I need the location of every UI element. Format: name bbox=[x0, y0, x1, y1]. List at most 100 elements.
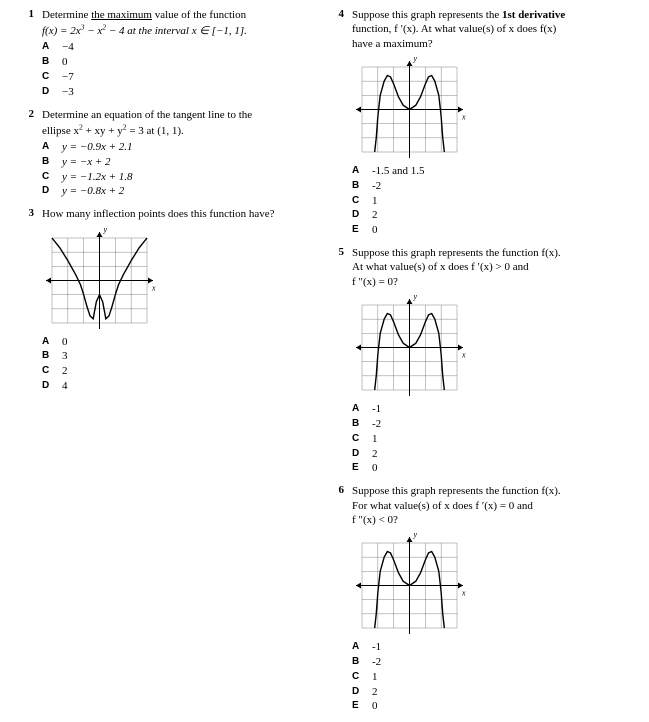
q5-E: 0 bbox=[372, 461, 378, 476]
page-columns: 1 Determine the maximum value of the fun… bbox=[20, 8, 629, 722]
svg-text:x: x bbox=[151, 283, 156, 292]
svg-text:y: y bbox=[103, 228, 108, 234]
q4-graph: xy bbox=[352, 57, 630, 162]
q5-number: 5 bbox=[330, 246, 344, 258]
q1-A-letter: A bbox=[42, 40, 52, 55]
q2-B-letter: B bbox=[42, 155, 52, 170]
q6-number: 6 bbox=[330, 484, 344, 496]
q6-D-letter: D bbox=[352, 685, 362, 700]
q1-underlined: the maximum bbox=[91, 9, 152, 21]
q4-text: Suppose this graph represents the 1st de… bbox=[352, 8, 630, 51]
q1-D-letter: D bbox=[42, 85, 52, 100]
q5-D-letter: D bbox=[352, 447, 362, 462]
q3-C-letter: C bbox=[42, 364, 52, 379]
svg-text:y: y bbox=[413, 533, 418, 539]
q6-line2: For what value(s) of x does f ′(x) = 0 a… bbox=[352, 500, 533, 512]
svg-text:y: y bbox=[413, 57, 418, 63]
q2-D-letter: D bbox=[42, 184, 52, 199]
q4-line3: have a maximum? bbox=[352, 38, 433, 50]
q2-text: Determine an equation of the tangent lin… bbox=[42, 108, 310, 138]
question-4: 4 Suppose this graph represents the 1st … bbox=[330, 8, 630, 238]
q3-graph: xy bbox=[42, 228, 310, 333]
q1-text: Determine the maximum value of the funct… bbox=[42, 8, 310, 38]
q1-B-letter: B bbox=[42, 55, 52, 70]
q5-B: -2 bbox=[372, 417, 381, 432]
q4-number: 4 bbox=[330, 8, 344, 20]
q2-C-letter: C bbox=[42, 170, 52, 185]
q4-E: 0 bbox=[372, 223, 378, 238]
question-5: 5 Suppose this graph represents the func… bbox=[330, 246, 630, 476]
q2-line1: Determine an equation of the tangent lin… bbox=[42, 109, 252, 121]
q4-E-letter: E bbox=[352, 223, 362, 238]
q1-post: value of the function bbox=[152, 9, 246, 21]
q5-choices: A -1 B -2 C1 D2 E0 bbox=[352, 402, 630, 476]
q3-A: 0 bbox=[62, 335, 68, 350]
svg-text:x: x bbox=[461, 112, 466, 121]
q6-B-letter: B bbox=[352, 655, 362, 670]
q5-E-letter: E bbox=[352, 461, 362, 476]
q5-B-letter: B bbox=[352, 417, 362, 432]
q3-B: 3 bbox=[62, 349, 68, 364]
graph-svg-q6: xy bbox=[352, 533, 467, 638]
q1-func-a: f(x) = 2x3 − x2 − 4 at the interval x ∈ … bbox=[42, 25, 247, 37]
q5-line3: f ″(x) = 0? bbox=[352, 276, 398, 288]
svg-text:x: x bbox=[461, 351, 466, 360]
q6-D: 2 bbox=[372, 685, 378, 700]
q5-D: 2 bbox=[372, 447, 378, 462]
q4-C-letter: C bbox=[352, 194, 362, 209]
q4-C: 1 bbox=[372, 194, 378, 209]
q1-B: 0 bbox=[62, 55, 68, 70]
graph-svg-q4: xy bbox=[352, 57, 467, 162]
question-1: 1 Determine the maximum value of the fun… bbox=[20, 8, 310, 100]
q1-C: −7 bbox=[62, 70, 74, 85]
question-3: 3 How many inflection points does this f… bbox=[20, 207, 310, 394]
q4-line2: function, f ′(x). At what value(s) of x … bbox=[352, 23, 556, 35]
q2-D: y = −0.8x + 2 bbox=[62, 184, 124, 199]
left-column: 1 Determine the maximum value of the fun… bbox=[20, 8, 310, 722]
q5-C: 1 bbox=[372, 432, 378, 447]
q4-A: -1.5 and 1.5 bbox=[372, 164, 425, 179]
q4-choices: A-1.5 and 1.5 B-2 C1 D2 E0 bbox=[352, 164, 630, 238]
q1-choices: A−4 B0 C−7 D−3 bbox=[42, 40, 310, 99]
q4-pre: Suppose this graph represents the bbox=[352, 9, 502, 21]
q3-text: How many inflection points does this fun… bbox=[42, 207, 310, 221]
q2-C: y = −1.2x + 1.8 bbox=[62, 170, 133, 185]
q5-C-letter: C bbox=[352, 432, 362, 447]
q2-choices: Ay = −0.9x + 2.1 By = −x + 2 Cy = −1.2x … bbox=[42, 140, 310, 199]
q3-D: 4 bbox=[62, 379, 68, 394]
q3-B-letter: B bbox=[42, 349, 52, 364]
q3-D-letter: D bbox=[42, 379, 52, 394]
svg-text:y: y bbox=[413, 295, 418, 301]
q6-A: -1 bbox=[372, 640, 381, 655]
q5-graph: xy bbox=[352, 295, 630, 400]
q1-A: −4 bbox=[62, 40, 74, 55]
q4-bold: 1st derivative bbox=[502, 9, 565, 21]
q2-line2: ellipse x2 + xy + y2 = 3 at (1, 1). bbox=[42, 125, 184, 137]
q6-E: 0 bbox=[372, 699, 378, 714]
q5-A-letter: A bbox=[352, 402, 362, 417]
q6-choices: A-1 B-2 C1 D2 E0 bbox=[352, 640, 630, 714]
q4-B: -2 bbox=[372, 179, 381, 194]
q2-A: y = −0.9x + 2.1 bbox=[62, 140, 133, 155]
graph-svg-q3: xy bbox=[42, 228, 157, 333]
q6-A-letter: A bbox=[352, 640, 362, 655]
q6-line3: f ″(x) < 0? bbox=[352, 514, 398, 526]
q6-line1: Suppose this graph represents the functi… bbox=[352, 485, 561, 497]
q5-line1: Suppose this graph represents the functi… bbox=[352, 247, 561, 259]
q6-text: Suppose this graph represents the functi… bbox=[352, 484, 630, 527]
right-column: 4 Suppose this graph represents the 1st … bbox=[330, 8, 630, 722]
q2-A-letter: A bbox=[42, 140, 52, 155]
q1-number: 1 bbox=[20, 8, 34, 20]
q6-E-letter: E bbox=[352, 699, 362, 714]
graph-svg-q5: xy bbox=[352, 295, 467, 400]
q5-A: -1 bbox=[372, 402, 381, 417]
q3-number: 3 bbox=[20, 207, 34, 219]
q3-A-letter: A bbox=[42, 335, 52, 350]
question-6: 6 Suppose this graph represents the func… bbox=[330, 484, 630, 714]
q2-B: y = −x + 2 bbox=[62, 155, 111, 170]
q5-text: Suppose this graph represents the functi… bbox=[352, 246, 630, 289]
q1-D: −3 bbox=[62, 85, 74, 100]
q4-A-letter: A bbox=[352, 164, 362, 179]
q6-C-letter: C bbox=[352, 670, 362, 685]
svg-text:x: x bbox=[461, 589, 466, 598]
